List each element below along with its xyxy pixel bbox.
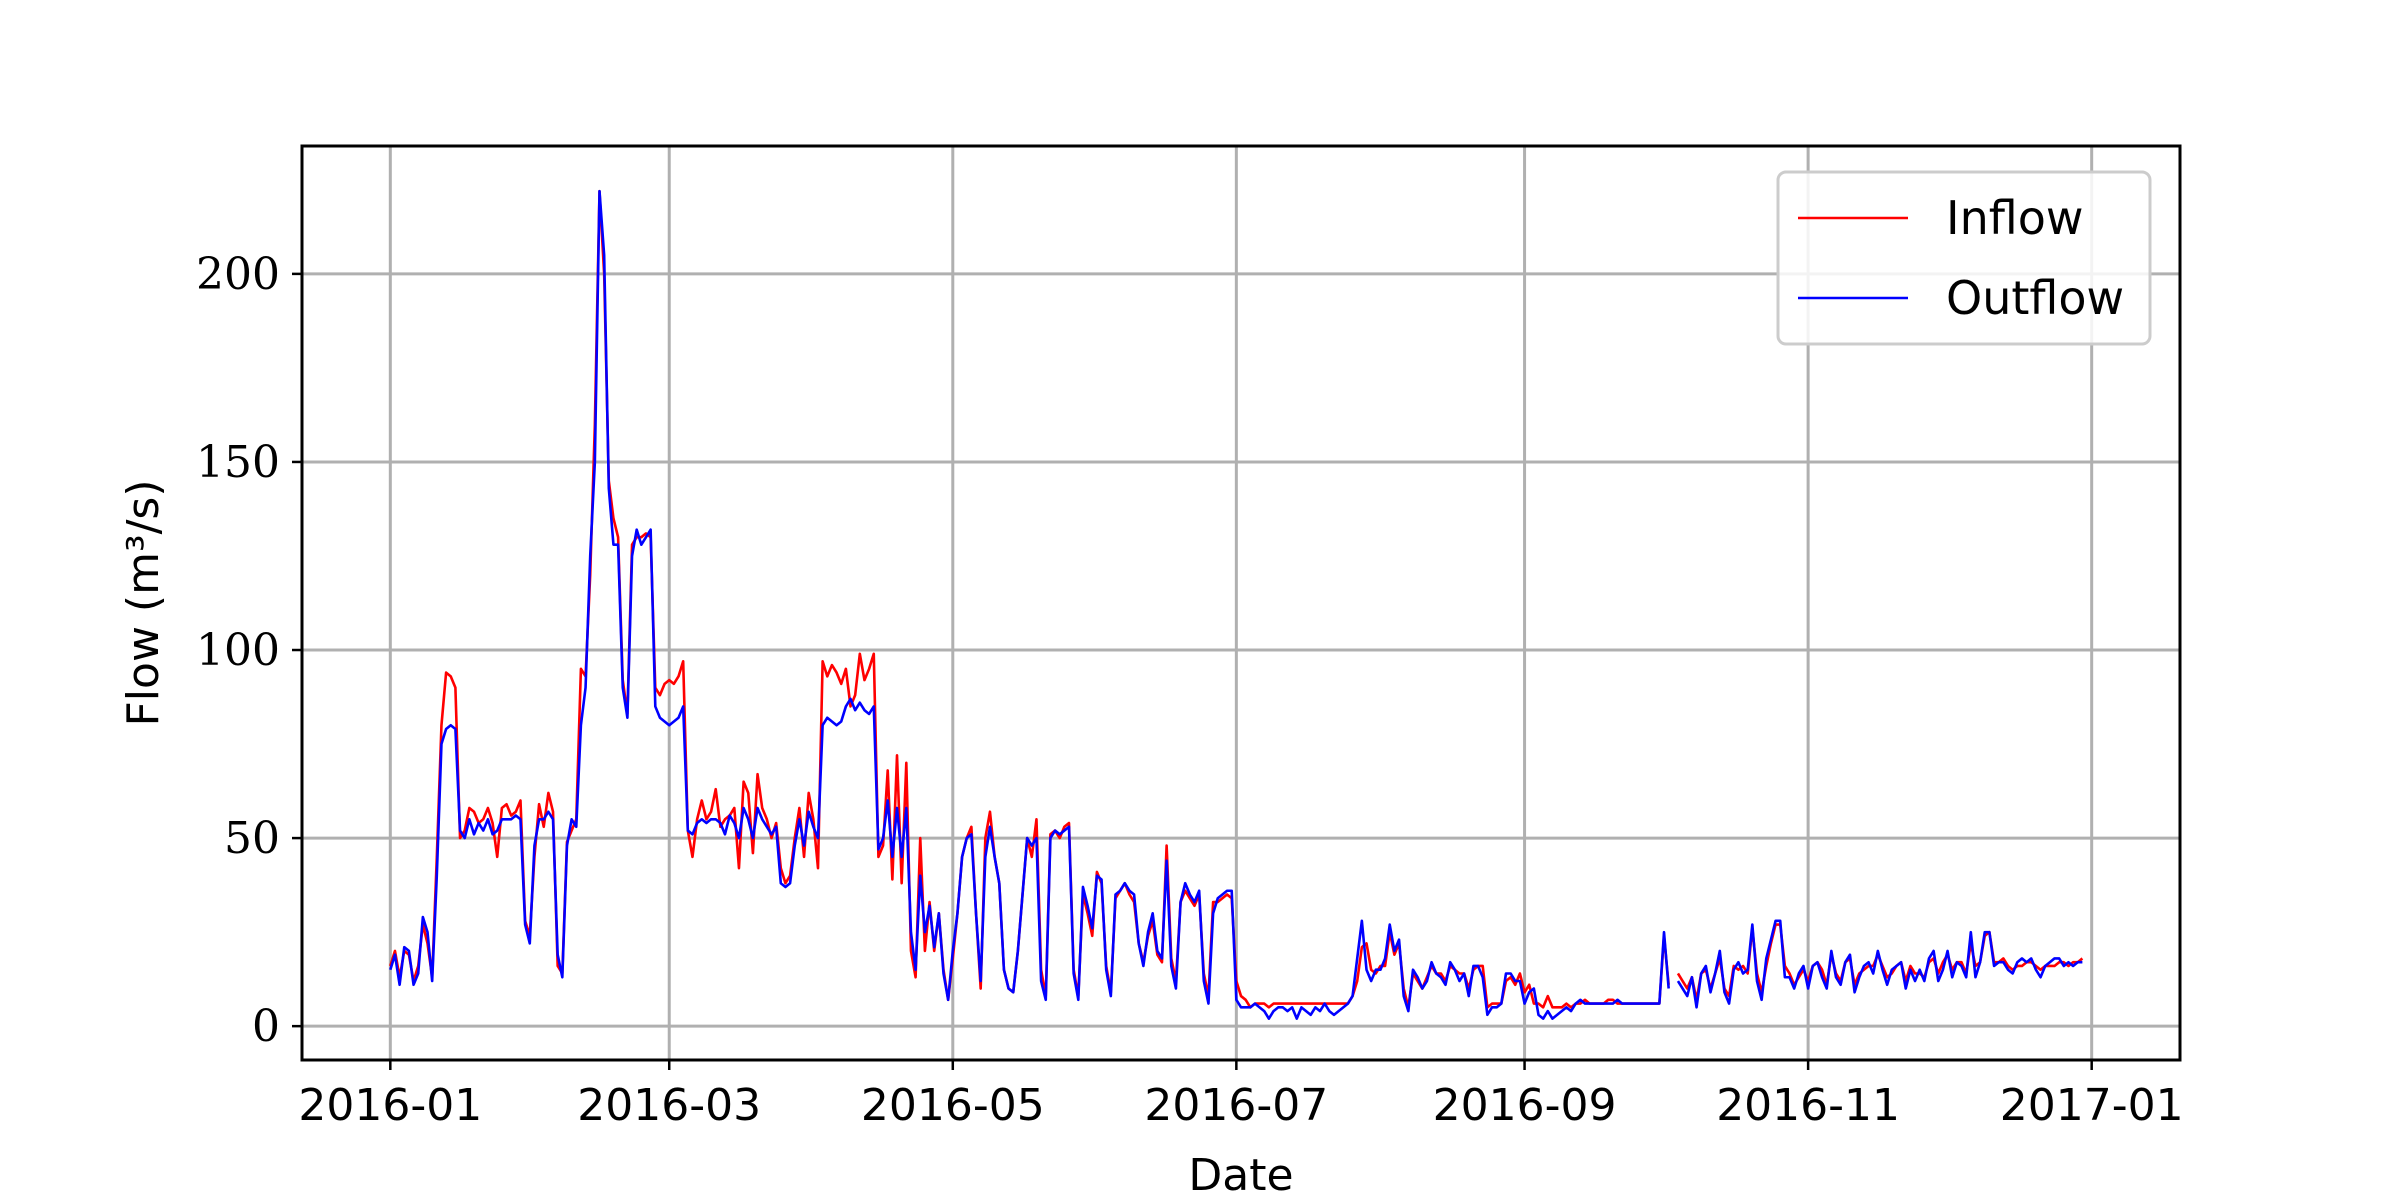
x-tick-label: 2016-11: [1716, 1080, 1900, 1131]
x-tick-label: 2017-01: [2000, 1080, 2184, 1131]
x-tick-label: 2016-09: [1433, 1080, 1617, 1131]
x-axis-label: Date: [1188, 1150, 1293, 1200]
y-axis-label: Flow (m³/s): [118, 479, 169, 726]
legend: Inflow Outflow: [1776, 170, 2152, 346]
x-tick-label: 2016-01: [298, 1080, 482, 1131]
legend-label-inflow: Inflow: [1946, 191, 2083, 245]
axis-ticks: 0 50 100 150 200 2016-01 2016-03 2016-05 2016-07…: [196, 249, 2184, 1131]
y-tick-label: 100: [196, 625, 280, 676]
outflow-series-line: [389, 189, 2083, 1020]
legend-box: [1776, 170, 2152, 346]
x-tick-label: 2016-07: [1144, 1080, 1328, 1131]
y-tick-label: 200: [196, 249, 280, 300]
y-tick-label: 50: [224, 813, 280, 864]
legend-label-outflow: Outflow: [1946, 271, 2124, 325]
grid: [302, 146, 2180, 1060]
series-lines: [389, 189, 2084, 1020]
x-tick-label: 2016-03: [577, 1080, 761, 1131]
plot-area-frame: [300, 144, 2182, 1062]
x-tick-label: 2016-05: [861, 1080, 1045, 1131]
y-tick-label: 0: [252, 1001, 280, 1052]
y-tick-label: 150: [196, 437, 280, 488]
